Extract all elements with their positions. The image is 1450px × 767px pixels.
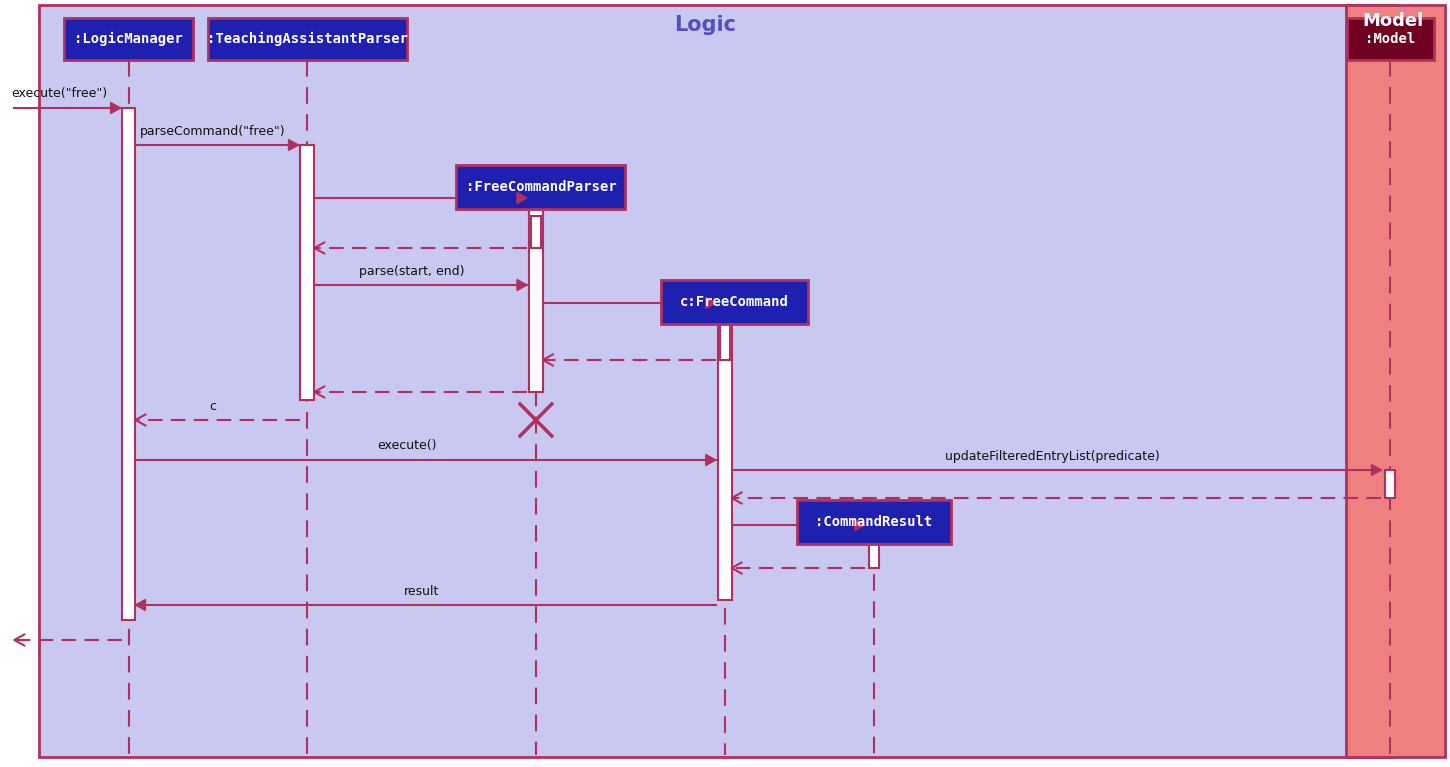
Polygon shape (1372, 465, 1382, 476)
Polygon shape (289, 140, 299, 150)
Bar (531, 216, 541, 248)
Text: Model: Model (1363, 12, 1424, 30)
Text: execute("free"): execute("free") (12, 87, 107, 100)
Bar (207, 18, 407, 60)
Bar (719, 318, 729, 360)
Text: c: c (209, 400, 216, 413)
Polygon shape (518, 279, 526, 291)
Polygon shape (135, 600, 145, 611)
Text: :LogicManager: :LogicManager (74, 32, 183, 46)
Bar (1346, 5, 1446, 757)
Bar (457, 165, 625, 209)
Text: parseCommand("free"): parseCommand("free") (141, 125, 286, 138)
Bar (64, 18, 193, 60)
Polygon shape (706, 298, 716, 308)
Bar (718, 303, 732, 600)
Bar (869, 525, 879, 568)
Text: :TeachingAssistantParser: :TeachingAssistantParser (207, 32, 407, 46)
Text: result: result (405, 585, 439, 598)
Bar (796, 500, 951, 544)
Text: execute(): execute() (377, 439, 436, 452)
Bar (122, 108, 135, 620)
Polygon shape (706, 455, 716, 466)
Polygon shape (110, 103, 120, 114)
Text: :Model: :Model (1366, 32, 1415, 46)
Bar (1347, 18, 1434, 60)
Text: :FreeCommandParser: :FreeCommandParser (465, 180, 616, 194)
Bar (300, 145, 315, 400)
Text: :CommandResult: :CommandResult (815, 515, 932, 529)
Text: parse(start, end): parse(start, end) (360, 265, 464, 278)
Bar (529, 198, 542, 392)
Text: c:FreeCommand: c:FreeCommand (680, 295, 789, 309)
Text: updateFilteredEntryList(predicate): updateFilteredEntryList(predicate) (945, 450, 1160, 463)
Text: Logic: Logic (674, 15, 735, 35)
Polygon shape (856, 519, 864, 531)
Bar (1385, 470, 1395, 498)
Bar (661, 280, 808, 324)
Polygon shape (518, 193, 526, 203)
